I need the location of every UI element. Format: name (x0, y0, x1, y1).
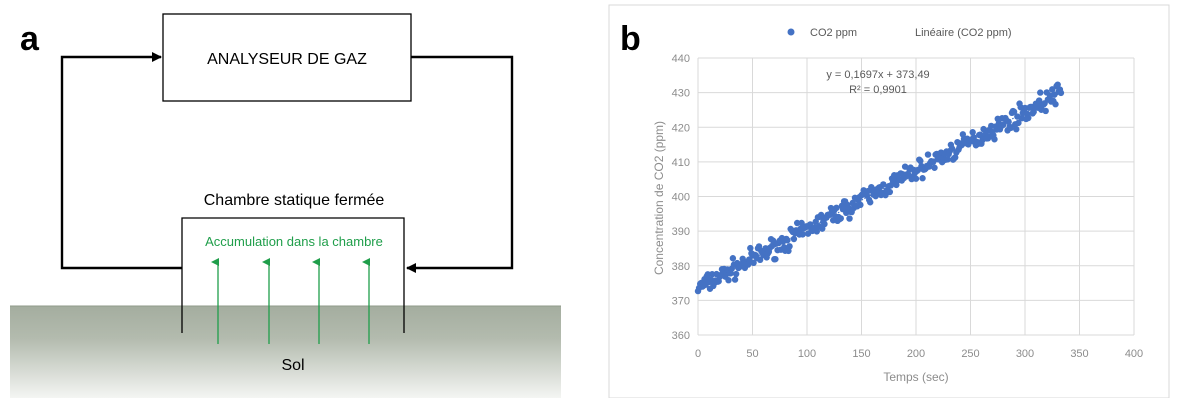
data-point (991, 136, 998, 143)
y-tick-label: 370 (672, 295, 690, 307)
data-point (867, 199, 874, 206)
data-point (1049, 86, 1056, 93)
trend-equation: y = 0,1697x + 373,49 (826, 69, 929, 81)
y-tick-label: 380 (672, 261, 690, 273)
data-point (1025, 114, 1032, 122)
diagram-canvas: a Sol ANALYSEUR DE GAZ Chambre statique … (10, 13, 561, 398)
data-point (1037, 89, 1044, 96)
data-point (917, 157, 924, 165)
data-point (919, 175, 926, 182)
soil-label: Sol (281, 357, 304, 374)
outflow-tube-arrow (60, 52, 182, 270)
x-tick-label: 250 (961, 348, 979, 360)
x-axis-title: Temps (sec) (883, 370, 948, 384)
data-point (1057, 89, 1065, 97)
data-point (1042, 107, 1049, 115)
data-point (1013, 126, 1020, 133)
data-point (924, 151, 932, 158)
legend-marker-points (787, 28, 795, 36)
data-point (980, 125, 987, 133)
data-point (756, 256, 764, 264)
data-point (732, 270, 740, 278)
gas-analyzer-label: ANALYSEUR DE GAZ (207, 51, 367, 68)
y-tick-label: 390 (672, 226, 690, 238)
y-tick-label: 360 (672, 330, 690, 342)
data-point (786, 243, 793, 250)
y-tick-label: 420 (672, 122, 690, 134)
panel-letter-a: a (20, 20, 40, 58)
data-point (750, 259, 757, 266)
data-point (772, 255, 779, 263)
y-tick-label: 430 (672, 88, 690, 100)
soil-layer (10, 306, 561, 398)
data-point (744, 261, 752, 268)
panel-a-diagram: a Sol ANALYSEUR DE GAZ Chambre statique … (0, 0, 600, 398)
x-tick-label: 200 (907, 348, 925, 360)
x-axis-ticks: 0 50 100 150 200 250 300 350 400 (695, 348, 1143, 360)
y-axis-title: Concentration de CO2 (ppm) (652, 121, 666, 275)
data-point (1035, 97, 1043, 104)
data-point (931, 164, 938, 171)
accumulation-label: Accumulation dans la chambre (205, 234, 383, 249)
data-point (952, 154, 959, 161)
legend-label-points: CO2 ppm (810, 27, 857, 39)
trend-r-squared: R² = 0,9901 (849, 84, 907, 96)
data-point (1051, 91, 1058, 98)
data-point (948, 145, 956, 152)
data-point (893, 181, 900, 189)
data-point (1007, 124, 1015, 132)
panel-b-chart: b CO2 ppm Linéaire (CO2 ppm) 360 370 380 39… (600, 0, 1191, 399)
x-tick-label: 100 (798, 348, 816, 360)
x-tick-label: 150 (852, 348, 870, 360)
data-point (837, 215, 844, 222)
data-point (1052, 101, 1059, 108)
x-tick-label: 0 (695, 348, 701, 360)
data-point (1010, 108, 1018, 116)
data-point (857, 201, 864, 209)
co2-scatter-chart: b CO2 ppm Linéaire (CO2 ppm) 360 370 380 39… (608, 4, 1170, 399)
data-point (821, 220, 828, 228)
panel-letter-b: b (620, 20, 641, 58)
x-tick-label: 300 (1016, 348, 1034, 360)
data-point (912, 175, 920, 182)
chart-frame (608, 4, 1170, 399)
legend-label-trendline: Linéaire (CO2 ppm) (915, 27, 1012, 39)
return-tube-arrow (406, 55, 514, 273)
data-point (944, 156, 951, 163)
static-chamber-outline (181, 217, 405, 333)
x-tick-label: 400 (1125, 348, 1143, 360)
data-point (833, 204, 840, 212)
data-point (970, 134, 977, 141)
data-point (790, 235, 798, 243)
chamber-label: Chambre statique fermée (204, 192, 385, 209)
y-axis-ticks: 360 370 380 390 400 410 420 430 440 (672, 53, 690, 342)
data-point (725, 276, 732, 284)
y-tick-label: 410 (672, 157, 690, 169)
y-tick-label: 440 (672, 53, 690, 65)
data-point (1005, 118, 1012, 126)
data-point (747, 244, 754, 252)
data-point (1054, 81, 1061, 88)
data-point (784, 237, 791, 244)
data-point (813, 228, 821, 235)
data-point (846, 215, 853, 222)
legend: CO2 ppm Linéaire (CO2 ppm) (787, 27, 1012, 39)
data-point (729, 255, 737, 262)
data-point (969, 129, 976, 136)
x-tick-label: 350 (1070, 348, 1088, 360)
gas-analyzer-box (162, 13, 412, 102)
data-point (1030, 108, 1037, 116)
data-point (886, 188, 894, 196)
data-point (1000, 121, 1007, 128)
x-tick-label: 50 (746, 348, 758, 360)
data-point (1015, 119, 1022, 127)
y-tick-label: 400 (672, 192, 690, 204)
data-point (731, 276, 739, 283)
data-point (799, 231, 806, 238)
data-points (694, 81, 1065, 295)
data-point (880, 181, 887, 188)
